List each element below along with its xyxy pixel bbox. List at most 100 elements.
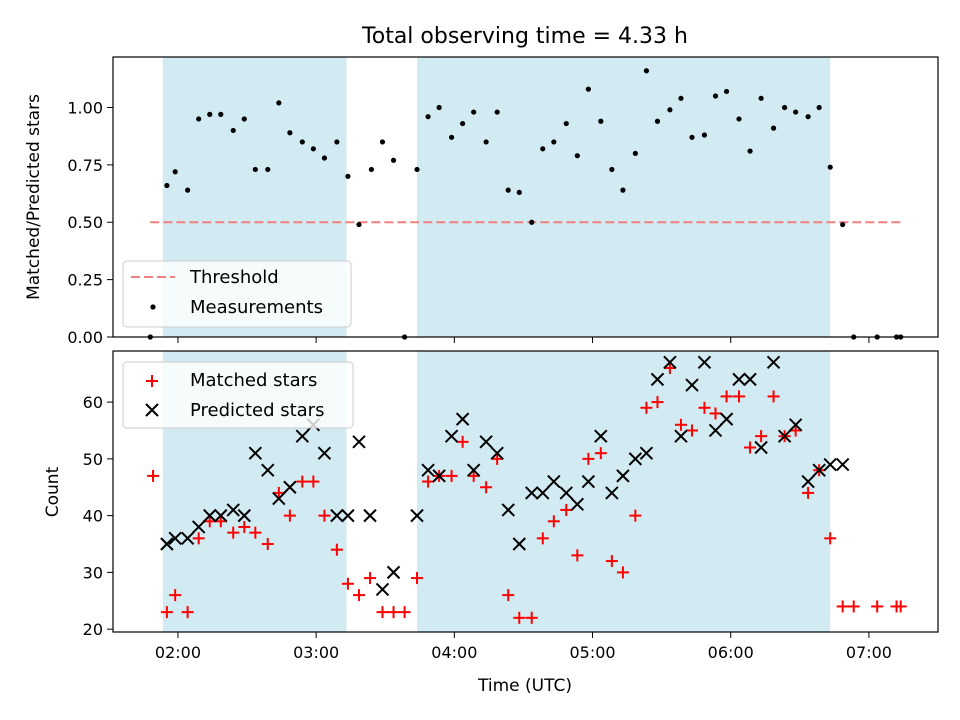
predicted-stars-point (214, 508, 228, 523)
matched-stars-point (698, 401, 711, 414)
matched-stars-point (318, 509, 331, 522)
matched-stars-point (582, 452, 595, 465)
predicted-stars-point (754, 440, 768, 455)
predicted-stars-point (191, 520, 206, 534)
matched-stars-point (594, 447, 607, 460)
predicted-stars-point (777, 429, 792, 443)
bottom-y-tick-label: 50 (83, 450, 103, 469)
measurement-point (563, 120, 569, 127)
measurement-point (632, 150, 638, 156)
legend-predicted-label: Predicted stars (190, 400, 324, 421)
matched-stars-point (192, 532, 205, 545)
measurement-point (516, 189, 522, 196)
measurement-point (345, 173, 351, 179)
measurement-point (643, 68, 650, 74)
matched-stars-point (536, 532, 549, 545)
matched-stars-point (616, 566, 629, 579)
matched-stars-point (686, 424, 699, 437)
matched-stars-point (422, 475, 435, 488)
matched-stars-point (160, 606, 173, 619)
matched-stars-point (364, 572, 377, 585)
matched-stars-point (709, 407, 722, 420)
predicted-stars-point (444, 429, 459, 443)
predicted-stars-point (732, 372, 746, 387)
legend-measurements-swatch (150, 304, 156, 310)
predicted-stars-point (261, 463, 275, 477)
predicted-stars-point (570, 497, 585, 511)
matched-stars-point (352, 589, 365, 602)
measurement-point (494, 109, 500, 115)
bottom-axes-frame (112, 350, 939, 633)
legend-matched-swatch (146, 375, 158, 387)
matched-stars-point (871, 600, 884, 613)
matched-stars-point (147, 469, 160, 482)
matched-stars-point (398, 606, 411, 619)
matched-stars-point (249, 526, 262, 539)
measurement-point (712, 93, 719, 99)
predicted-stars-point (719, 412, 734, 426)
predicted-stars-point (674, 429, 688, 443)
x-tick-label: 05:00 (569, 643, 615, 662)
measurement-point (505, 187, 511, 193)
predicted-stars-point (835, 457, 850, 472)
predicted-stars-point (386, 565, 401, 580)
measurement-point (585, 86, 591, 92)
matched-stars-point (467, 469, 480, 482)
predicted-stars-point (801, 474, 815, 489)
measurement-point (540, 146, 546, 152)
measurement-point (483, 139, 489, 145)
measurement-point (368, 166, 375, 173)
predicted-stars-point (650, 372, 665, 387)
bottom-y-tick-label: 60 (83, 393, 103, 412)
matched-stars-point (525, 611, 538, 624)
predicted-stars-point (248, 446, 263, 460)
predicted-stars-point (708, 423, 723, 438)
matched-stars-point (227, 526, 240, 539)
matched-stars-point (456, 435, 469, 448)
predicted-stars-point (466, 463, 481, 477)
matched-stars-point (755, 430, 768, 443)
measurement-point (782, 104, 788, 111)
matched-stars-point (330, 543, 343, 556)
matched-stars-point (651, 396, 664, 409)
legend-predicted-swatch (145, 403, 159, 417)
matched-stars-point (272, 486, 285, 499)
x-tick-label: 06:00 (708, 643, 754, 662)
predicted-stars-point (330, 508, 344, 523)
measurement-point (276, 100, 282, 106)
measurement-point (172, 169, 178, 175)
predicted-stars-point (663, 355, 677, 370)
bottom-y-axis-label: Count (43, 466, 63, 517)
measurement-point (654, 118, 661, 124)
measurement-point (425, 114, 431, 120)
measurement-point (816, 104, 822, 111)
legend-measurements-label: Measurements (190, 297, 323, 318)
measurement-point (252, 166, 258, 173)
predicted-stars-point (788, 418, 803, 432)
measurement-point (598, 118, 604, 124)
matched-stars-point (307, 475, 320, 488)
bottom-legend: Matched stars Predicted stars (122, 361, 354, 429)
predicted-stars-point (823, 457, 837, 472)
measurement-point (185, 187, 191, 193)
bottom-y-tick-label: 40 (83, 507, 103, 526)
measurement-point (689, 134, 695, 140)
measurement-point (827, 164, 833, 170)
matched-stars-point (720, 390, 733, 403)
top-shaded-span (417, 57, 831, 337)
measurement-point (758, 95, 764, 101)
top-legend-box (122, 260, 352, 328)
measurement-point (805, 114, 811, 120)
measurement-point (747, 148, 753, 154)
predicted-stars-point (203, 508, 217, 523)
matched-stars-point (789, 424, 802, 437)
x-tick-label: 04:00 (431, 643, 477, 662)
matched-stars-point (169, 589, 182, 602)
top-axes-frame (112, 56, 939, 338)
predicted-stars-point (272, 491, 286, 506)
x-axis-label: Time (UTC) (477, 676, 572, 696)
predicted-stars-point (685, 378, 699, 392)
matched-stars-point (802, 486, 815, 499)
matched-stars-point (502, 589, 515, 602)
